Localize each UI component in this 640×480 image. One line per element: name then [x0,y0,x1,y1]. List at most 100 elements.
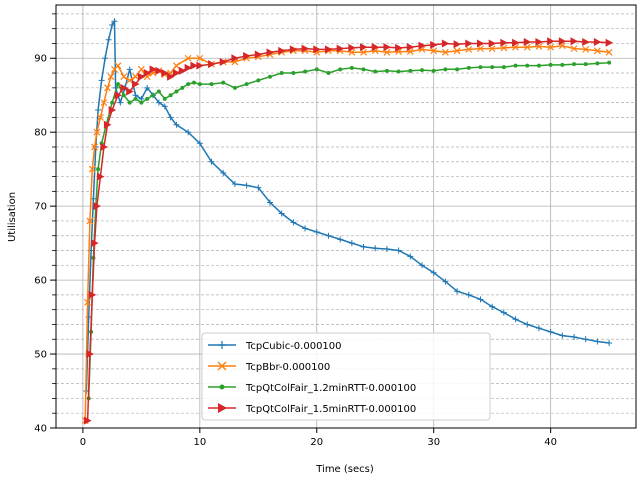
data-point [88,165,96,173]
data-point [191,80,196,85]
plot-area-series [81,18,614,425]
x-tick-label: 40 [544,437,557,448]
data-point [196,54,204,62]
data-point [104,84,111,92]
data-point [256,78,261,83]
legend-marker [218,341,226,349]
data-point [524,321,531,328]
data-point [512,38,520,47]
data-point [173,121,180,128]
data-point [93,202,101,211]
data-point [120,83,128,92]
data-point [453,47,461,55]
data-point [336,44,345,53]
data-point [145,96,150,101]
data-point [267,74,272,79]
data-point [547,37,555,46]
data-point [220,169,227,176]
data-point [184,63,193,72]
data-point [133,96,138,101]
data-point [454,288,461,295]
data-point [360,43,368,52]
data-point [155,99,162,106]
data-point [465,39,473,48]
data-point [301,44,310,53]
data-point [102,55,109,62]
legend-label: TcpCubic-0.000100 [245,341,342,352]
y-tick-label: 70 [34,202,47,213]
legend-marker [219,384,225,390]
data-point [266,48,274,57]
data-point [196,140,203,147]
data-point [302,225,309,232]
data-point [185,129,192,136]
data-point [371,43,380,52]
data-point [372,245,379,252]
data-point [107,73,115,81]
data-point [231,180,238,187]
data-point [167,72,175,81]
data-point [168,93,173,98]
data-point [161,69,169,78]
data-point [420,68,425,73]
y-tick-label: 80 [34,128,47,139]
legend: TcpCubic-0.000100 TcpBbr-0.000100 TcpQtCol… [201,332,491,421]
data-point [278,210,285,217]
legend-box [201,332,491,421]
data-point [606,339,613,346]
series-4 [84,37,614,425]
data-point [184,54,192,62]
data-point [490,65,495,70]
data-point [174,89,179,94]
data-point [373,69,378,74]
data-point [120,73,128,81]
data-point [337,236,344,243]
data-point [558,37,567,46]
data-point [383,43,391,52]
data-point [593,47,601,55]
data-point [582,37,590,46]
series-1 [83,18,613,395]
data-point [208,60,216,69]
data-point [478,65,483,70]
data-point [536,63,541,68]
legend-label: TcpQtColFair_1.2minRTT-0.000100 [245,383,416,394]
tick-marks: 0 10 20 30 40 40 50 60 70 80 90 [34,13,557,448]
legend-label: TcpQtColFair_1.5minRTT-0.000100 [245,404,416,415]
data-point [384,68,389,73]
data-point [96,167,101,172]
data-point [243,52,251,61]
data-point [548,62,553,67]
data-point [167,114,174,121]
y-tick-label: 50 [34,350,47,361]
data-point [441,39,450,48]
data-point [396,69,401,74]
data-point [197,82,202,87]
data-point [535,325,542,332]
data-point [173,62,180,70]
x-tick-label: 0 [80,437,86,448]
data-point [326,71,331,76]
data-point [132,73,139,81]
data-point [266,199,273,206]
x-tick-label: 20 [310,437,323,448]
data-point [418,41,427,50]
x-axis-label: Time (secs) [315,464,374,475]
legend-marker [217,361,227,371]
data-point [254,50,263,59]
data-point [383,246,390,253]
data-point [595,61,600,66]
data-point [500,38,508,47]
data-point [95,107,102,114]
data-point [126,87,134,96]
legend-entry: TcpCubic-0.000100 [208,341,342,352]
series-2 [81,42,613,425]
data-point [408,68,413,73]
data-point [137,72,146,81]
data-point [155,66,163,75]
data-point [465,45,473,53]
data-point [126,66,133,73]
data-point [139,100,144,105]
data-point [313,45,321,54]
data-point [103,120,112,129]
